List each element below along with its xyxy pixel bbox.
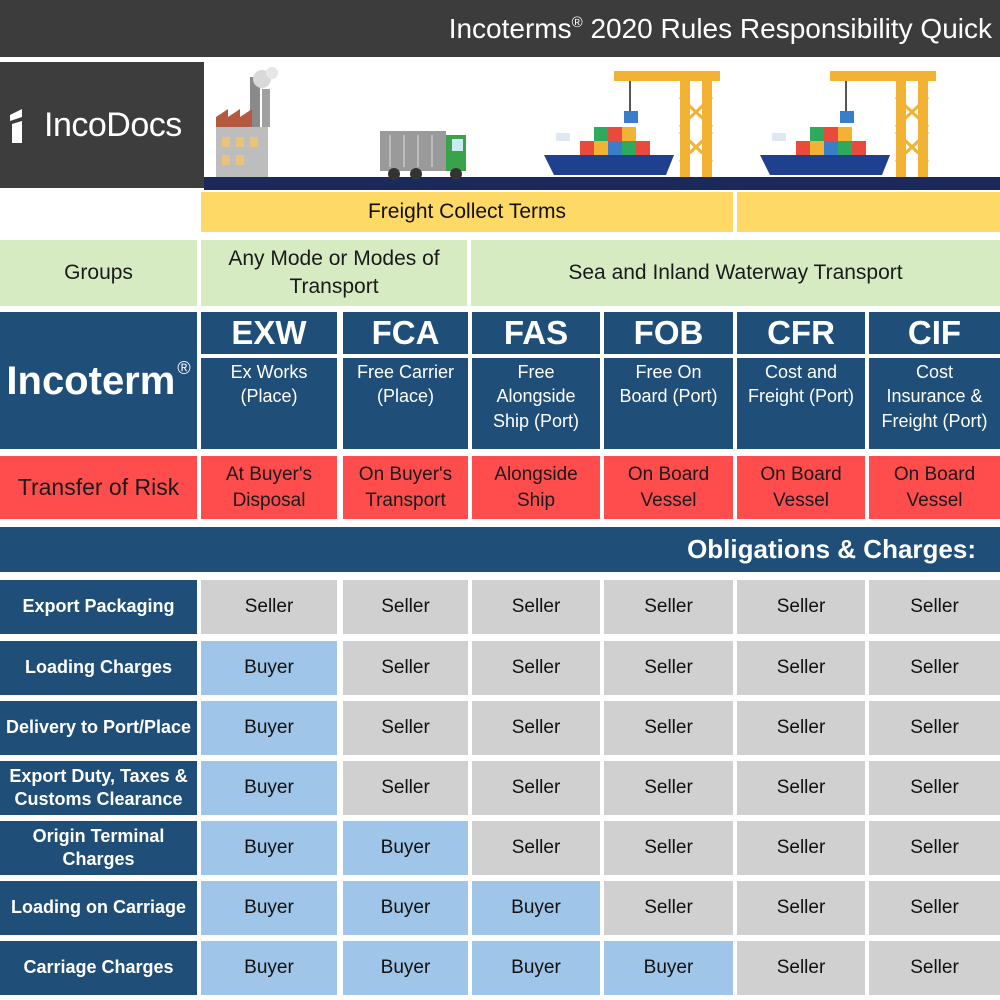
obligation-cell-fas: Seller bbox=[472, 641, 600, 695]
obligation-cell-cif: Seller bbox=[869, 641, 1000, 695]
transfer-of-risk-fob: On Board Vessel bbox=[604, 456, 733, 519]
transfer-of-risk-exw: At Buyer's Disposal bbox=[201, 456, 337, 519]
obligation-cell-cfr: Seller bbox=[737, 821, 865, 875]
obligation-cell-exw: Buyer bbox=[201, 941, 337, 995]
obligation-cell-cfr: Seller bbox=[737, 881, 865, 935]
registered-mark: ® bbox=[571, 14, 583, 31]
obligation-cell-cif: Seller bbox=[869, 580, 1000, 634]
obligation-cell-exw: Buyer bbox=[201, 821, 337, 875]
term-name-fca: Free Carrier (Place) bbox=[343, 358, 468, 449]
group-any-mode: Any Mode or Modes of Transport bbox=[201, 240, 467, 306]
page-title: Incoterms ® 2020 Rules Responsibility Qui… bbox=[0, 0, 1000, 57]
obligation-cell-cfr: Seller bbox=[737, 941, 865, 995]
obligations-title: Obligations & Charges: bbox=[0, 527, 1000, 572]
obligation-cell-fas: Buyer bbox=[472, 881, 600, 935]
obligation-label: Export Duty, Taxes & Customs Clearance bbox=[0, 761, 197, 815]
incodocs-logo-icon bbox=[10, 109, 22, 143]
term-name-cfr: Cost and Freight (Port) bbox=[737, 358, 865, 449]
groups-label: Groups bbox=[0, 240, 197, 306]
obligation-label: Export Packaging bbox=[0, 580, 197, 634]
obligation-cell-fca: Seller bbox=[343, 761, 468, 815]
term-code-cif: CIF bbox=[869, 312, 1000, 354]
obligation-cell-cfr: Seller bbox=[737, 701, 865, 755]
term-name-fob: Free On Board (Port) bbox=[604, 358, 733, 449]
obligation-cell-fca: Buyer bbox=[343, 941, 468, 995]
freight-prepaid-banner bbox=[737, 192, 1000, 232]
obligation-cell-fca: Seller bbox=[343, 580, 468, 634]
term-code-fob: FOB bbox=[604, 312, 733, 354]
obligation-cell-exw: Buyer bbox=[201, 881, 337, 935]
registered-mark: ® bbox=[177, 358, 191, 379]
obligation-label: Origin Terminal Charges bbox=[0, 821, 197, 875]
obligation-cell-fob: Seller bbox=[604, 580, 733, 634]
obligation-cell-cif: Seller bbox=[869, 761, 1000, 815]
crane-icon bbox=[830, 71, 936, 177]
title-text: Incoterms bbox=[448, 12, 572, 44]
obligation-cell-fas: Seller bbox=[472, 821, 600, 875]
obligation-cell-fca: Buyer bbox=[343, 881, 468, 935]
transfer-of-risk-cfr: On Board Vessel bbox=[737, 456, 865, 519]
term-code-fas: FAS bbox=[472, 312, 600, 354]
obligation-cell-fob: Seller bbox=[604, 821, 733, 875]
obligations-title-text: Obligations & Charges: bbox=[687, 533, 976, 564]
term-code-cfr: CFR bbox=[737, 312, 865, 354]
obligation-cell-fca: Buyer bbox=[343, 821, 468, 875]
obligation-cell-fob: Seller bbox=[604, 641, 733, 695]
incodocs-logo: IncoDocs bbox=[0, 62, 204, 188]
obligation-cell-fas: Seller bbox=[472, 761, 600, 815]
logo-wordmark: IncoDocs bbox=[44, 105, 182, 144]
term-name-exw: Ex Works (Place) bbox=[201, 358, 337, 449]
transport-illustration bbox=[204, 67, 1000, 190]
ship-icon bbox=[544, 127, 674, 175]
obligation-cell-cif: Seller bbox=[869, 821, 1000, 875]
obligation-cell-exw: Seller bbox=[201, 580, 337, 634]
obligation-cell-fca: Seller bbox=[343, 701, 468, 755]
truck-icon bbox=[380, 131, 466, 180]
obligation-cell-fob: Seller bbox=[604, 761, 733, 815]
transfer-of-risk-fca: On Buyer's Transport bbox=[343, 456, 468, 519]
incoterm-label: Incoterm ® bbox=[0, 312, 197, 449]
obligation-cell-cfr: Seller bbox=[737, 580, 865, 634]
obligation-cell-fob: Buyer bbox=[604, 941, 733, 995]
incoterm-label-text: Incoterm bbox=[6, 358, 176, 403]
group-sea: Sea and Inland Waterway Transport bbox=[471, 240, 1000, 306]
obligation-label: Loading Charges bbox=[0, 641, 197, 695]
obligation-cell-fca: Seller bbox=[343, 641, 468, 695]
obligation-cell-fas: Buyer bbox=[472, 941, 600, 995]
obligation-cell-cif: Seller bbox=[869, 881, 1000, 935]
crane-icon bbox=[614, 71, 720, 177]
term-code-fca: FCA bbox=[343, 312, 468, 354]
factory-icon bbox=[216, 67, 278, 177]
obligation-cell-fob: Seller bbox=[604, 881, 733, 935]
term-code-exw: EXW bbox=[201, 312, 337, 354]
term-name-fas: Free Alongside Ship (Port) bbox=[472, 358, 600, 449]
obligation-cell-fob: Seller bbox=[604, 701, 733, 755]
obligation-cell-cfr: Seller bbox=[737, 641, 865, 695]
obligation-label: Delivery to Port/Place bbox=[0, 701, 197, 755]
transfer-of-risk-cif: On Board Vessel bbox=[869, 456, 1000, 519]
ship-icon bbox=[760, 127, 890, 175]
obligation-cell-exw: Buyer bbox=[201, 761, 337, 815]
obligation-cell-fas: Seller bbox=[472, 580, 600, 634]
obligation-cell-cfr: Seller bbox=[737, 761, 865, 815]
obligation-cell-fas: Seller bbox=[472, 701, 600, 755]
obligation-cell-exw: Buyer bbox=[201, 641, 337, 695]
obligation-label: Carriage Charges bbox=[0, 941, 197, 995]
title-text-rest: 2020 Rules Responsibility Quick bbox=[590, 12, 992, 44]
obligation-cell-exw: Buyer bbox=[201, 701, 337, 755]
obligation-cell-cif: Seller bbox=[869, 941, 1000, 995]
term-name-cif: Cost Insurance & Freight (Port) bbox=[869, 358, 1000, 449]
obligation-cell-cif: Seller bbox=[869, 701, 1000, 755]
freight-collect-banner: Freight Collect Terms bbox=[201, 192, 733, 232]
transfer-of-risk-fas: Alongside Ship bbox=[472, 456, 600, 519]
obligation-label: Loading on Carriage bbox=[0, 881, 197, 935]
transfer-of-risk-label: Transfer of Risk bbox=[0, 456, 197, 519]
